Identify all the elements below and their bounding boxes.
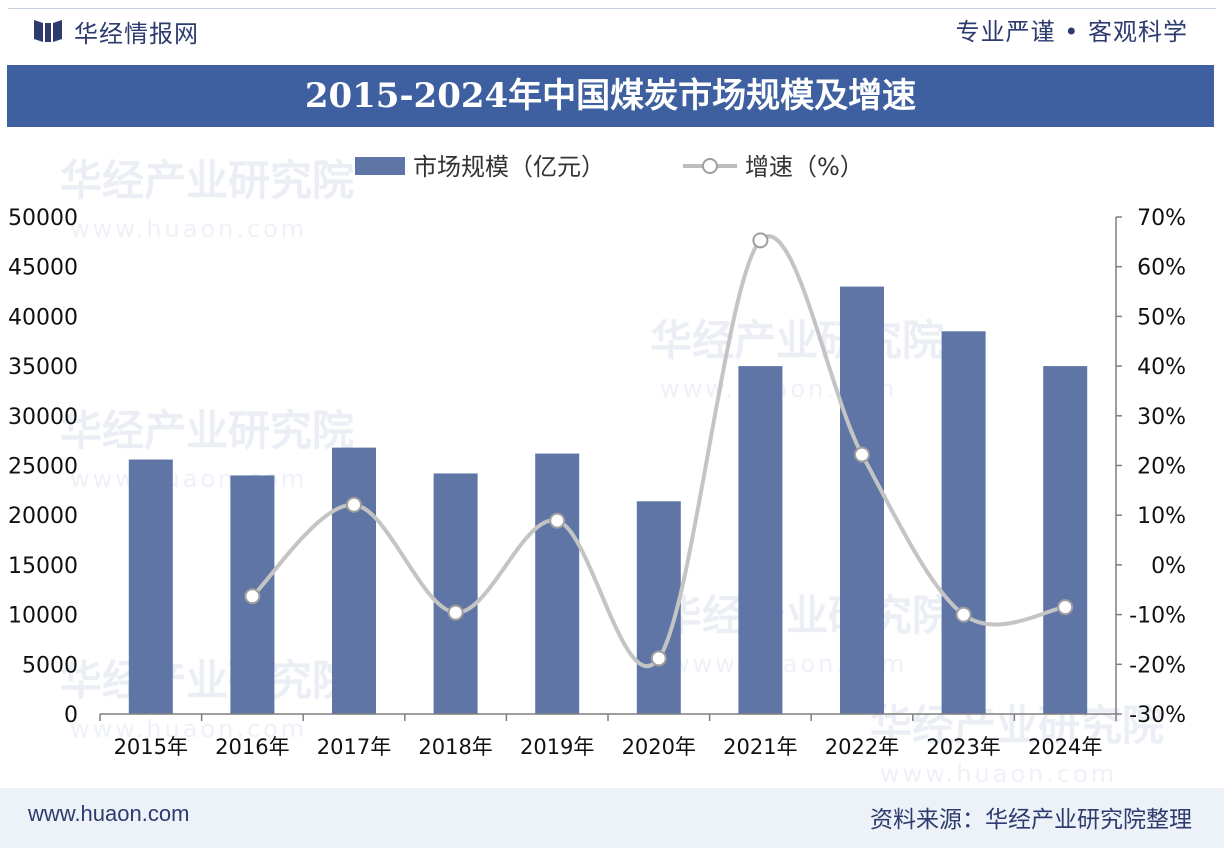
growth-point-2020年	[650, 650, 667, 667]
watermark-url: www.huaon.com	[880, 760, 1117, 785]
growth-point-2016年	[244, 588, 261, 605]
right-y-tick-label: -10%	[1129, 604, 1186, 629]
footer-bar: www.huaon.com 资料来源：华经产业研究院整理	[0, 788, 1224, 848]
x-tick-label: 2015年	[114, 735, 188, 759]
x-tick-label: 2024年	[1028, 735, 1102, 759]
growth-point-2022年	[854, 446, 870, 463]
x-tick-label: 2020年	[622, 735, 696, 759]
x-tick-label: 2023年	[926, 735, 1000, 759]
watermark-text: 华经产业研究院	[650, 316, 944, 365]
legend-line-marker	[702, 158, 718, 174]
data-source: 资料来源：华经产业研究院整理	[870, 807, 1192, 833]
right-y-tick-label: 40%	[1137, 355, 1186, 380]
bar-2021年	[738, 366, 783, 714]
left-y-tick-label: 10000	[8, 604, 78, 629]
bar-2018年	[433, 473, 478, 714]
bar-2015年	[128, 459, 173, 714]
website-url: www.huaon.com	[28, 801, 190, 826]
top-divider	[8, 8, 1216, 9]
growth-point-2018年	[447, 604, 464, 621]
left-y-tick-label: 30000	[8, 405, 78, 430]
left-y-tick-label: 0	[64, 703, 78, 728]
title-bar: 2015-2024年中国煤炭市场规模及增速	[7, 65, 1214, 127]
left-y-tick-label: 35000	[8, 355, 78, 380]
left-y-tick-label: 50000	[8, 206, 78, 231]
right-y-tick-label: 10%	[1137, 504, 1186, 529]
watermark-text: 华经产业研究院	[60, 656, 354, 705]
bar-2023年	[941, 331, 986, 714]
right-y-tick-label: 50%	[1137, 305, 1186, 330]
left-y-tick-label: 45000	[8, 256, 78, 281]
watermark-url: www.huaon.com	[70, 215, 307, 243]
right-y-tick-label: 30%	[1137, 405, 1186, 430]
legend-bar-swatch	[355, 157, 405, 175]
left-y-tick-label: 15000	[8, 554, 78, 579]
header-bar	[0, 10, 1224, 62]
watermark-layer: 华经产业研究院 www.huaon.com 华经产业研究院 www.huaon.com…	[60, 156, 1164, 785]
chart-canvas: 华经产业研究院 www.huaon.com 华经产业研究院 www.huaon.com…	[8, 153, 1186, 785]
x-tick-label: 2016年	[215, 735, 289, 759]
watermark-text: 华经产业研究院	[660, 591, 954, 640]
growth-point-2017年	[346, 496, 362, 513]
axes: 2015年 2016年 2017年 2018年 2019年 2020年 2021年 2022年…	[8, 206, 1186, 759]
right-y-tick-label: 0%	[1151, 554, 1186, 579]
left-y-tick-label: 25000	[8, 455, 78, 480]
right-y-tick-label: 60%	[1137, 256, 1186, 281]
bar-2017年	[332, 447, 376, 714]
huajing-logo-icon	[34, 20, 62, 42]
right-y-tick-label: 20%	[1137, 455, 1186, 480]
left-y-tick-label: 5000	[22, 653, 78, 678]
right-y-tick-label: -20%	[1129, 653, 1186, 678]
brand-name: 华经情报网	[74, 20, 199, 48]
left-y-tick-label: 40000	[8, 305, 78, 330]
x-tick-label: 2017年	[317, 735, 391, 759]
chart-title: 2015-2024年中国煤炭市场规模及增速	[304, 76, 917, 116]
legend-line-label: 增速（%）	[745, 153, 864, 181]
growth-line	[251, 234, 1066, 669]
x-tick-label: 2018年	[418, 735, 492, 759]
legend-bar-label: 市场规模（亿元）	[413, 153, 605, 181]
bar-2019年	[535, 453, 580, 714]
bar-series	[128, 286, 1088, 714]
watermark-text: 华经产业研究院	[60, 406, 354, 455]
watermark-url: www.huaon.com	[70, 715, 307, 743]
watermark-text: 华经产业研究院	[870, 701, 1164, 750]
line-series	[244, 232, 1074, 669]
right-y-tick-label: -30%	[1129, 703, 1186, 728]
legend: 市场规模（亿元） 增速（%）	[355, 153, 864, 181]
bar-2024年	[1043, 366, 1088, 714]
x-tick-label: 2022年	[825, 735, 899, 759]
x-tick-label: 2019年	[520, 735, 594, 759]
growth-point-2019年	[549, 512, 566, 529]
left-y-tick-label: 20000	[8, 504, 78, 529]
growth-point-2023年	[955, 606, 972, 623]
growth-point-2021年	[752, 232, 769, 249]
bar-2022年	[840, 286, 884, 714]
growth-point-2024年	[1057, 599, 1074, 616]
slogan: 专业严谨 • 客观科学	[955, 18, 1188, 46]
x-tick-label: 2021年	[723, 735, 797, 759]
bar-2020年	[636, 501, 681, 714]
right-y-tick-label: 70%	[1137, 206, 1186, 231]
watermark-text: 华经产业研究院	[60, 156, 354, 205]
